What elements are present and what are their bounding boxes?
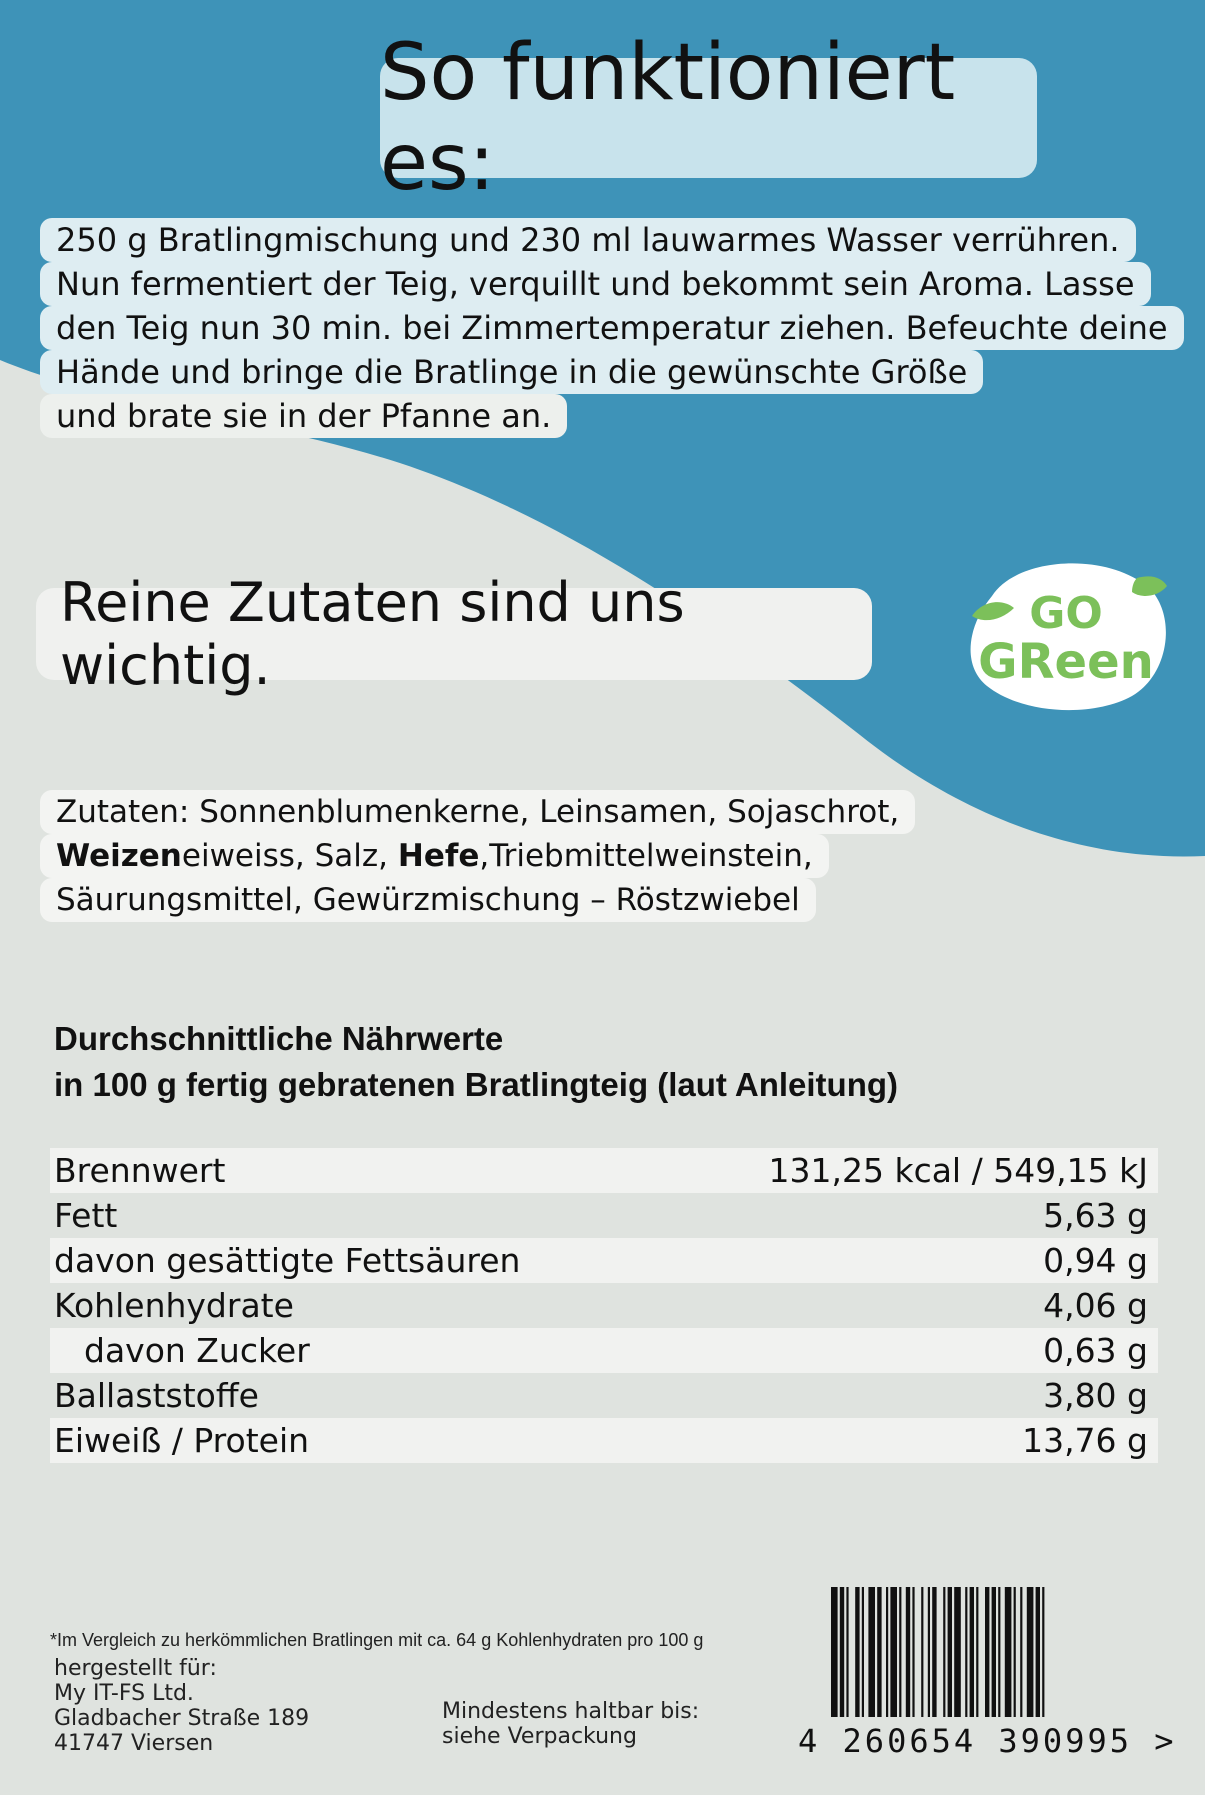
barcode-bar	[855, 1587, 860, 1717]
nutrition-heading: Durchschnittliche Nährwerte in 100 g fer…	[54, 1016, 898, 1108]
barcode-bar	[831, 1587, 838, 1717]
row-value: 5,63 g	[1043, 1196, 1148, 1235]
page-title: So funktioniert es:	[380, 28, 1037, 208]
barcode-bar	[886, 1587, 889, 1717]
nutrition-heading-line: in 100 g fertig gebratenen Bratlingteig …	[54, 1066, 898, 1103]
row-value: 131,25 kcal / 549,15 kJ	[768, 1151, 1149, 1190]
manufacturer-address: hergestellt für: My IT-FS Ltd. Gladbache…	[54, 1656, 309, 1756]
barcode-bar	[912, 1587, 915, 1717]
best-before: Mindestens haltbar bis: siehe Verpackung	[442, 1699, 699, 1749]
barcode-bar	[1020, 1587, 1023, 1717]
go-green-logo: GO GReen	[970, 563, 1167, 711]
table-row: Kohlenhydrate 4,06 g	[50, 1283, 1158, 1328]
ingredients-line: Zutaten: Sonnenblumenkerne, Leinsamen, S…	[40, 790, 916, 834]
barcode-bar	[927, 1587, 930, 1717]
best-before-label: Mindestens haltbar bis:	[442, 1699, 700, 1724]
barcode-bar	[954, 1587, 961, 1717]
table-row: Brennwert 131,25 kcal / 549,15 kJ	[50, 1148, 1158, 1193]
instruction-line: Hände und bringe die Bratlinge in die ge…	[40, 350, 984, 394]
row-label: davon Zucker	[84, 1331, 310, 1370]
tagline: Reine Zutaten sind uns wichtig.	[36, 571, 872, 697]
barcode-bar	[985, 1587, 990, 1717]
barcode-bar	[947, 1587, 952, 1717]
barcode-bar	[969, 1587, 974, 1717]
address-line: My IT-FS Ltd.	[54, 1681, 194, 1706]
barcode-bar	[965, 1587, 968, 1717]
barcode-bar	[846, 1587, 849, 1717]
barcode-bar	[1035, 1587, 1040, 1717]
barcode-bar	[868, 1587, 875, 1717]
nutrition-table: Brennwert 131,25 kcal / 549,15 kJ Fett 5,6…	[50, 1148, 1158, 1463]
address-line: Gladbacher Straße 189	[54, 1706, 310, 1731]
barcode-number: 4 260654 390995 >	[798, 1722, 1177, 1760]
ingredients-line: Weizeneiweiss, Salz, Hefe,Triebmittelwei…	[40, 834, 829, 878]
ingredients-line: Säurungsmittel, Gewürzmischung – Röstzwi…	[40, 878, 816, 922]
address-line: hergestellt für:	[54, 1656, 217, 1681]
best-before-value: siehe Verpackung	[442, 1724, 637, 1749]
leaf-icon	[1132, 576, 1167, 596]
barcode-bar	[1042, 1587, 1045, 1717]
ingredients-text: ,Triebmittelweinstein,	[479, 838, 813, 874]
barcode-bar	[899, 1587, 902, 1717]
barcode-bar	[932, 1587, 937, 1717]
row-value: 0,63 g	[1043, 1331, 1148, 1370]
row-label: Ballaststoffe	[54, 1376, 259, 1415]
instruction-line: 250 g Bratlingmischung und 230 ml lauwar…	[40, 218, 1136, 262]
barcode-bar	[1013, 1587, 1016, 1717]
row-label: Brennwert	[54, 1151, 226, 1190]
row-label: davon gesättigte Fettsäuren	[54, 1241, 521, 1280]
barcode-bar	[921, 1587, 924, 1717]
barcode-bar	[861, 1587, 864, 1717]
allergen-hefe: Hefe	[397, 838, 480, 874]
row-label: Eiweiß / Protein	[54, 1421, 310, 1460]
table-row: Eiweiß / Protein 13,76 g	[50, 1418, 1158, 1463]
row-value: 4,06 g	[1043, 1286, 1148, 1325]
table-row: Ballaststoffe 3,80 g	[50, 1373, 1158, 1418]
barcode-bar	[1026, 1587, 1034, 1717]
barcode-bar	[998, 1587, 1001, 1717]
logo-blob	[970, 563, 1166, 711]
barcode-bar	[905, 1587, 911, 1717]
nutrition-heading-line: Durchschnittliche Nährwerte	[54, 1020, 504, 1057]
barcode-bar	[839, 1587, 845, 1717]
barcode-bar	[890, 1587, 897, 1717]
table-row: davon gesättigte Fettsäuren 0,94 g	[50, 1238, 1158, 1283]
row-label: Fett	[54, 1196, 118, 1235]
leaf-icon	[972, 602, 1014, 621]
instruction-line: den Teig nun 30 min. bei Zimmertemperatu…	[40, 306, 1184, 350]
logo-text-go: GO	[1029, 588, 1103, 639]
barcode-bar	[991, 1587, 996, 1717]
address-line: 41747 Viersen	[54, 1731, 214, 1756]
barcode-bar	[943, 1587, 946, 1717]
barcode-bar	[877, 1587, 882, 1717]
footnote: *Im Vergleich zu herkömmlichen Bratlinge…	[50, 1630, 704, 1650]
ingredients-text: eiweiss, Salz,	[181, 838, 398, 874]
instruction-line: Nun fermentiert der Teig, verquillt und …	[40, 262, 1151, 306]
row-value: 13,76 g	[1022, 1421, 1148, 1460]
table-row: Fett 5,63 g	[50, 1193, 1158, 1238]
table-row: davon Zucker 0,63 g	[50, 1328, 1158, 1373]
logo-text-green: GReen	[978, 634, 1154, 690]
barcode-bar	[976, 1587, 979, 1717]
ingredients-block: Zutaten: Sonnenblumenkerne, Leinsamen, S…	[40, 790, 916, 922]
barcode-bar	[1004, 1587, 1012, 1717]
row-value: 0,94 g	[1043, 1241, 1148, 1280]
row-label: Kohlenhydrate	[54, 1286, 294, 1325]
row-value: 3,80 g	[1043, 1376, 1148, 1415]
instructions-block: 250 g Bratlingmischung und 230 ml lauwar…	[40, 218, 1184, 438]
barcode	[831, 1587, 1045, 1717]
allergen-weizen: Weizen	[56, 838, 182, 874]
instruction-line: und brate sie in der Pfanne an.	[40, 394, 568, 438]
